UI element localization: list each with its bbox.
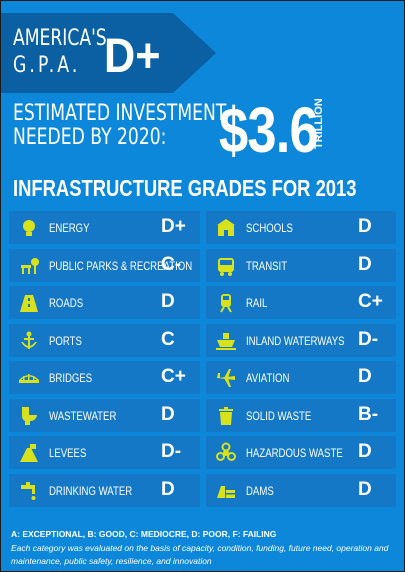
grade-value: D (161, 479, 175, 500)
grade-row-levees: LEVEES D- (9, 436, 200, 469)
dam-icon (214, 479, 238, 503)
grade-label: DAMS (246, 484, 274, 498)
grade-row-ports: PORTS C (9, 324, 200, 357)
grade-label: ROADS (49, 296, 84, 310)
gpa-banner: AMERICA'S G.P.A. D+ (1, 13, 216, 93)
grade-row-schools: SCHOOLS D (206, 211, 396, 244)
grade-label: TRANSIT (246, 259, 288, 273)
grade-value: D (358, 441, 372, 462)
rail-icon (214, 291, 238, 315)
grade-label: RAIL (246, 296, 268, 310)
toilet-icon (17, 404, 41, 428)
grade-value: C+ (358, 291, 383, 312)
investment-amount: $3.6 (219, 94, 319, 166)
grade-row-wastewater: WASTEWATER D (9, 399, 200, 432)
gpa-grade: D+ (104, 30, 161, 83)
grade-label: DRINKING WATER (49, 484, 133, 498)
grade-row-hazardous-waste: HAZARDOUS WASTE D (206, 436, 396, 469)
airplane-icon (214, 366, 238, 390)
grade-label: AVIATION (246, 371, 290, 385)
grade-label: INLAND WATERWAYS (246, 334, 345, 348)
grade-value: D- (358, 329, 379, 350)
grade-legend: A: EXCEPTIONAL, B: GOOD, C: MEDIOCRE, D:… (11, 529, 277, 539)
grade-value: C (161, 329, 175, 350)
section-title: INFRASTRUCTURE GRADES FOR 2013 (13, 175, 357, 201)
anchor-icon (17, 329, 41, 353)
grade-value: D- (161, 441, 182, 462)
biohazard-icon (214, 441, 238, 465)
trash-can-icon (214, 404, 238, 428)
grade-row-drinking-water: DRINKING WATER D (9, 474, 200, 507)
grade-label: LEVEES (49, 446, 87, 460)
ship-icon (214, 329, 238, 353)
faucet-icon (17, 479, 41, 503)
grade-row-aviation: AVIATION D (206, 361, 396, 394)
grade-value: B- (358, 404, 379, 425)
grade-label: WASTEWATER (49, 409, 117, 423)
grade-value: D (161, 404, 175, 425)
grade-label: SOLID WASTE (246, 409, 312, 423)
evaluation-note: Each category was evaluated on the basis… (11, 543, 389, 566)
grade-label: PUBLIC PARKS & RECREATION (49, 259, 193, 273)
grade-value: D (161, 291, 175, 312)
investment-unit: TRILLION (313, 98, 325, 149)
school-icon (214, 216, 238, 240)
road-icon (17, 291, 41, 315)
grade-value: D (358, 479, 372, 500)
levee-icon (17, 441, 41, 465)
grade-row-dams: DAMS D (206, 474, 396, 507)
grade-label: ENERGY (49, 221, 90, 235)
grade-value: D+ (161, 216, 186, 237)
grade-row-rail: RAIL C+ (206, 286, 396, 319)
investment-label-line1: ESTIMATED INVESTMENT (13, 101, 227, 126)
park-bench-icon (17, 254, 41, 278)
grade-value: D (358, 254, 372, 275)
grade-label: BRIDGES (49, 371, 93, 385)
grade-label: HAZARDOUS WASTE (246, 446, 343, 460)
bus-icon (214, 254, 238, 278)
gpa-title-line2: G.P.A. (13, 53, 81, 78)
grade-row-inland-waterways: INLAND WATERWAYS D- (206, 324, 396, 357)
grade-label: SCHOOLS (246, 221, 293, 235)
grade-value: D (358, 366, 372, 387)
grade-row-bridges: BRIDGES C+ (9, 361, 200, 394)
lightbulb-icon (17, 216, 41, 240)
grade-row-roads: ROADS D (9, 286, 200, 319)
grade-label: PORTS (49, 334, 82, 348)
grade-row-solid-waste: SOLID WASTE B- (206, 399, 396, 432)
grade-row-public-parks-recreation: PUBLIC PARKS & RECREATION C- (9, 249, 200, 282)
grade-row-transit: TRANSIT D (206, 249, 396, 282)
grade-row-energy: ENERGY D+ (9, 211, 200, 244)
grade-value: C- (161, 254, 182, 275)
investment-label-line2: NEEDED BY 2020: (13, 125, 167, 150)
grade-value: C+ (161, 366, 186, 387)
bridge-icon (17, 366, 41, 390)
gpa-title-line1: AMERICA'S (13, 26, 107, 51)
grade-value: D (358, 216, 372, 237)
